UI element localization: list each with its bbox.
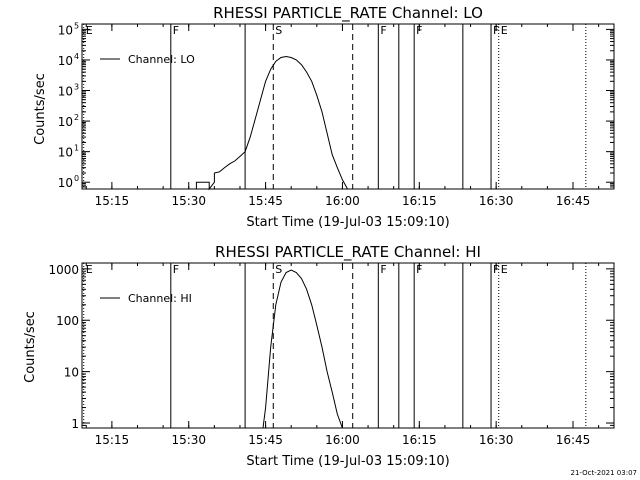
panel-hi-plot-area: 15:15 15:30 15:45 16:00 16:15 16:30 16:45 1 10 10… (48, 262, 615, 447)
panel-lo-y-tick-label: 10 (58, 23, 73, 37)
panel-hi-y-tick-label: 1 (71, 417, 79, 431)
panel-lo-x-tick-label: 15:30 (171, 194, 206, 208)
panel-hi-frame (81, 262, 615, 429)
panel-lo-event-marker-label: E (501, 24, 508, 37)
panel-hi-event-marker-label: S (275, 263, 282, 276)
panel-hi-x-tick-label: 15:30 (171, 433, 206, 447)
panel-hi-x-tick-label: 16:45 (556, 433, 591, 447)
panel-lo-event-marker-label: F (416, 24, 422, 37)
generation-timestamp: 21-Oct-2021 03:07 (571, 469, 637, 477)
panel-hi-event-marker-label: F (493, 263, 499, 276)
panel-lo-y-tick-exponent: 0 (74, 174, 79, 183)
panel-hi-y-tick-label: 10 (64, 366, 79, 380)
panel-lo-y-tick-exponent: 3 (74, 83, 79, 92)
panel-lo-x-tick-label: 16:45 (556, 194, 591, 208)
panel-hi-x-tick-label: 16:00 (325, 433, 360, 447)
panel-lo-y-tick-exponent: 2 (74, 113, 79, 122)
panel-hi-series-line (262, 269, 343, 429)
panel-lo-x-tick-label: 16:00 (325, 194, 360, 208)
panel-lo-title: RHESSI PARTICLE_RATE Channel: LO (213, 4, 483, 23)
panel-lo-series-line (195, 55, 349, 191)
panel-lo-event-marker-label: F (493, 24, 499, 37)
panel-lo-y-tick-label: 10 (58, 146, 73, 160)
panel-hi-event-marker-label: E (501, 263, 508, 276)
panel-hi-x-tick-label: 16:15 (402, 433, 437, 447)
panel-lo-y-tick-label: 10 (58, 85, 73, 99)
panel-lo-y-axis-label: Counts/sec (33, 73, 48, 145)
panel-hi-title: RHESSI PARTICLE_RATE Channel: HI (215, 243, 481, 262)
panel-hi-event-marker-label: E (86, 263, 93, 276)
panel-lo-y-tick-label: 10 (58, 54, 73, 68)
panel-hi-x-axis-label: Start Time (19-Jul-03 15:09:10) (246, 454, 449, 469)
panel-lo-y-tick-exponent: 1 (74, 144, 79, 153)
panel-lo-x-axis-label: Start Time (19-Jul-03 15:09:10) (246, 215, 449, 230)
panel-lo: RHESSI PARTICLE_RATE Channel: LO Counts/… (33, 4, 615, 230)
panel-lo-event-marker-label: F (173, 24, 179, 37)
panel-hi-x-tick-label: 15:45 (248, 433, 283, 447)
panel-hi-x-tick-label: 16:30 (479, 433, 514, 447)
panel-hi-y-tick-label: 100 (56, 314, 79, 328)
panel-lo-legend-label: Channel: LO (128, 53, 195, 66)
panel-lo-event-marker-label: F (380, 24, 386, 37)
panel-lo-event-marker-label: E (86, 24, 93, 37)
panel-hi-event-marker-label: F (173, 263, 179, 276)
panel-hi-event-marker-label: F (380, 263, 386, 276)
panel-lo-event-marker-label: S (275, 24, 282, 37)
panel-hi-x-tick-label: 15:15 (95, 433, 130, 447)
panel-lo-x-tick-label: 16:30 (479, 194, 514, 208)
panel-hi-legend-label: Channel: HI (128, 292, 192, 305)
panel-lo-y-tick-label: 10 (58, 115, 73, 129)
panel-lo-x-tick-label: 15:15 (95, 194, 130, 208)
panel-lo-x-tick-label: 16:15 (402, 194, 437, 208)
panel-hi: RHESSI PARTICLE_RATE Channel: HI Counts/… (23, 243, 615, 469)
panel-lo-y-tick-label: 10 (58, 176, 73, 190)
panel-hi-event-marker-label: F (416, 263, 422, 276)
panel-lo-y-tick-exponent: 5 (74, 21, 79, 30)
panel-lo-x-tick-label: 15:45 (248, 194, 283, 208)
panel-hi-y-axis-label: Counts/sec (23, 311, 38, 383)
panel-lo-frame (81, 23, 615, 190)
panel-hi-y-tick-label: 1000 (48, 263, 79, 277)
panel-lo-y-tick-exponent: 4 (74, 52, 79, 61)
